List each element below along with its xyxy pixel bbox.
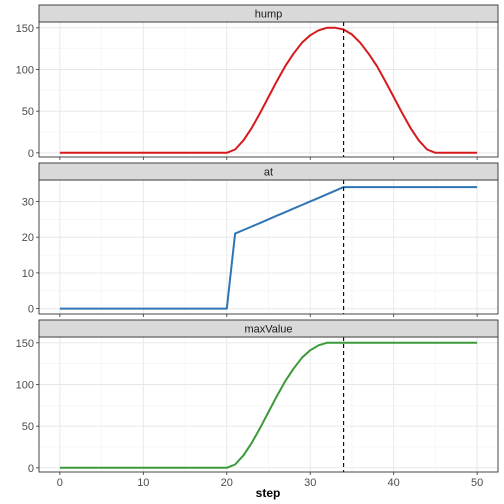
- y-tick-label-maxvalue: 100: [16, 380, 34, 392]
- y-tick-label-at: 10: [22, 268, 34, 280]
- x-tick-label: 40: [388, 477, 400, 489]
- y-tick-label-at: 30: [22, 196, 34, 208]
- strip-label-maxvalue: maxValue: [244, 324, 292, 336]
- strip-hump: [38, 4, 499, 23]
- strip-maxvalue: [38, 319, 499, 338]
- series-line-hump: [59, 26, 478, 154]
- y-tick-label-maxvalue: 150: [16, 338, 34, 350]
- x-axis-title: step: [256, 486, 281, 500]
- strip-label-at: at: [264, 167, 273, 179]
- x-tick-label: 10: [137, 477, 149, 489]
- x-tick-label: 20: [221, 477, 233, 489]
- series-line-maxvalue: [59, 341, 478, 469]
- y-tick-label-hump: 150: [16, 23, 34, 35]
- y-tick-label-maxvalue: 50: [22, 421, 34, 433]
- series-line-at: [59, 186, 478, 310]
- strip-at: [38, 162, 499, 181]
- y-tick-label-at: 0: [28, 304, 34, 316]
- x-tick-label: 50: [471, 477, 483, 489]
- y-tick-label-hump: 50: [22, 106, 34, 118]
- y-tick-label-hump: 100: [16, 65, 34, 77]
- y-tick-label-hump: 0: [28, 148, 34, 160]
- y-tick-label-maxvalue: 0: [28, 463, 34, 475]
- y-tick-label-at: 20: [22, 232, 34, 244]
- x-tick-label: 30: [304, 477, 316, 489]
- x-tick-label: 0: [57, 477, 63, 489]
- strip-label-hump: hump: [255, 9, 283, 21]
